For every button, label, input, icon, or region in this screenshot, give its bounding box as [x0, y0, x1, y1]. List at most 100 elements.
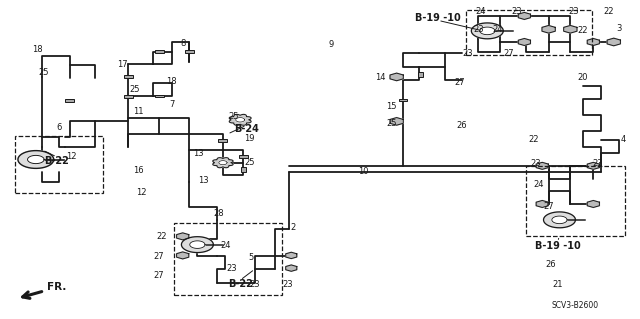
Polygon shape: [390, 118, 403, 125]
Polygon shape: [177, 233, 189, 240]
Polygon shape: [479, 27, 495, 35]
Text: 20: 20: [578, 73, 588, 82]
Text: 23: 23: [227, 263, 237, 273]
Text: 16: 16: [132, 166, 143, 175]
Bar: [174, 223, 282, 295]
Text: 24: 24: [533, 180, 543, 189]
Text: 10: 10: [358, 167, 369, 176]
Polygon shape: [18, 151, 54, 168]
Text: 27: 27: [503, 48, 514, 58]
Text: 2: 2: [291, 223, 296, 232]
Text: 22: 22: [529, 135, 539, 144]
Polygon shape: [536, 200, 548, 207]
Polygon shape: [518, 12, 531, 19]
Text: 27: 27: [154, 252, 164, 261]
Polygon shape: [543, 212, 575, 228]
Text: B-19 -10: B-19 -10: [415, 13, 461, 23]
Text: SCV3-B2600: SCV3-B2600: [552, 301, 599, 310]
Polygon shape: [177, 252, 189, 259]
Text: 12: 12: [66, 152, 76, 161]
Polygon shape: [189, 241, 205, 249]
Text: 24: 24: [492, 26, 503, 34]
Bar: [218, 139, 227, 142]
Text: 13: 13: [198, 176, 209, 185]
Text: 26: 26: [456, 121, 467, 130]
Text: 6: 6: [57, 123, 62, 132]
Polygon shape: [552, 216, 567, 224]
Polygon shape: [229, 115, 251, 125]
Text: 19: 19: [244, 134, 255, 143]
Polygon shape: [212, 158, 233, 168]
Polygon shape: [588, 39, 600, 46]
Text: 14: 14: [376, 73, 386, 82]
Text: 15: 15: [387, 102, 397, 111]
Text: 12: 12: [136, 188, 147, 197]
Text: 22: 22: [578, 26, 588, 35]
Text: 24: 24: [220, 241, 231, 250]
Polygon shape: [285, 252, 297, 259]
Text: 23: 23: [593, 159, 603, 168]
Bar: [124, 75, 133, 78]
Text: 13: 13: [193, 149, 204, 158]
Text: B-19 -10: B-19 -10: [534, 241, 580, 251]
Polygon shape: [219, 160, 227, 165]
Text: 27: 27: [543, 202, 554, 211]
Bar: [184, 50, 193, 53]
Text: 7: 7: [169, 100, 175, 109]
Bar: [155, 50, 164, 53]
Bar: [466, 10, 592, 55]
Text: B-24: B-24: [234, 124, 259, 134]
Text: 18: 18: [33, 45, 43, 55]
Text: 4: 4: [621, 135, 626, 144]
Bar: [241, 167, 246, 172]
Text: 8: 8: [180, 39, 186, 48]
Text: 23: 23: [531, 159, 541, 168]
Bar: [419, 72, 424, 77]
Text: 23: 23: [511, 7, 522, 16]
Bar: [15, 136, 103, 193]
Polygon shape: [471, 23, 503, 39]
Polygon shape: [588, 162, 600, 169]
Text: 23: 23: [463, 48, 474, 58]
Text: 23: 23: [569, 7, 579, 16]
Bar: [65, 100, 74, 102]
Text: 22: 22: [604, 7, 614, 16]
Text: 26: 26: [546, 260, 557, 270]
Text: 23: 23: [283, 280, 293, 289]
Text: 25: 25: [129, 85, 140, 94]
Text: 27: 27: [154, 271, 164, 280]
Polygon shape: [588, 200, 600, 207]
Text: 25: 25: [244, 158, 255, 167]
Bar: [239, 155, 248, 158]
Bar: [155, 95, 164, 97]
Text: B-22: B-22: [228, 279, 253, 289]
Polygon shape: [518, 39, 531, 46]
Text: 3: 3: [616, 24, 621, 33]
Text: 9: 9: [329, 40, 334, 49]
Text: 21: 21: [552, 280, 563, 289]
Text: 25: 25: [39, 68, 49, 77]
Polygon shape: [607, 38, 620, 46]
Text: 24: 24: [476, 7, 486, 16]
Text: 27: 27: [454, 78, 465, 87]
Polygon shape: [285, 265, 297, 271]
Text: 17: 17: [116, 60, 127, 69]
Text: B-22: B-22: [44, 156, 69, 166]
Bar: [399, 99, 408, 101]
Polygon shape: [564, 26, 577, 33]
Text: 23: 23: [250, 280, 260, 289]
Text: 18: 18: [166, 77, 177, 86]
Polygon shape: [390, 73, 403, 81]
Text: 5: 5: [248, 254, 253, 263]
Text: FR.: FR.: [22, 282, 67, 298]
Polygon shape: [28, 155, 44, 164]
Text: 25: 25: [228, 112, 239, 121]
Text: 22: 22: [156, 232, 167, 241]
Polygon shape: [536, 162, 548, 169]
Polygon shape: [542, 26, 556, 33]
Text: 25: 25: [387, 119, 397, 129]
Text: 11: 11: [132, 108, 143, 116]
Text: 23: 23: [473, 26, 484, 34]
Text: 28: 28: [214, 209, 225, 218]
Bar: [525, 166, 625, 236]
